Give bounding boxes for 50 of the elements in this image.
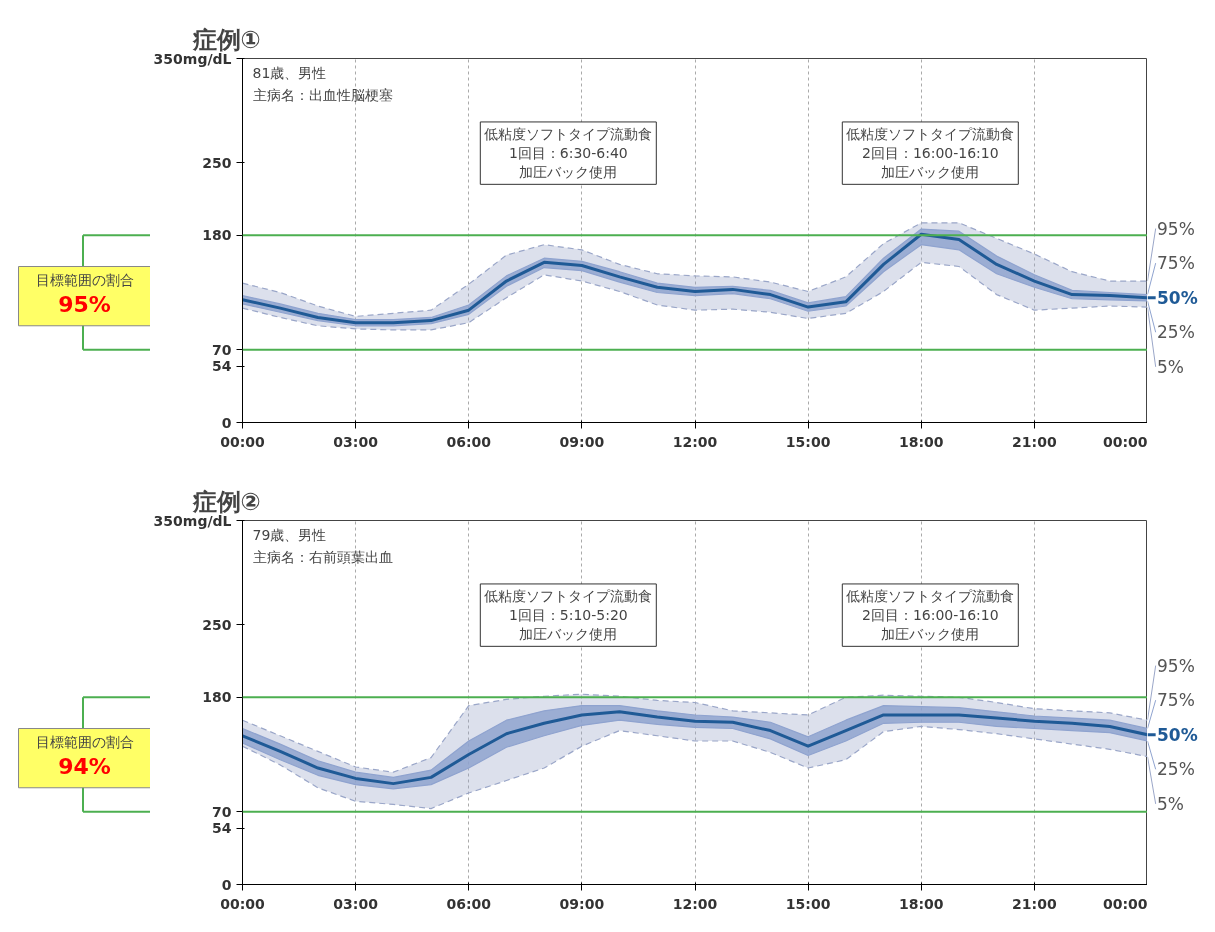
annotation: 低粘度ソフトタイプ流動食 2回目：16:00-16:10 加圧バック使用	[846, 125, 1015, 181]
x-tick-label: 21:00	[1012, 433, 1057, 450]
x-tick-label: 21:00	[1012, 895, 1057, 912]
x-tick-label: 12:00	[672, 433, 718, 450]
x-tick-label: 18:00	[898, 895, 944, 912]
y-tick-label: 180	[202, 689, 232, 706]
text: 5%	[1157, 356, 1184, 377]
x-tick-label: 06:00	[446, 433, 492, 450]
x-tick-label: 12:00	[672, 895, 718, 912]
x-tick-label: 15:00	[785, 895, 831, 912]
y-tick-label: 54	[212, 358, 232, 375]
text: 95%	[58, 292, 111, 318]
annotation: 81歳、男性	[252, 64, 327, 81]
series-label: 75%	[1157, 253, 1195, 274]
y-tick-label: 70	[212, 803, 232, 820]
series-label: 25%	[1157, 322, 1195, 343]
x-tick-label: 03:00	[333, 895, 379, 912]
legend-label: 50%	[1157, 724, 1198, 745]
x-tick-label: 15:00	[785, 433, 831, 450]
x-tick-label: 03:00	[333, 433, 379, 450]
x-tick-label: 00:00	[220, 895, 266, 912]
annotation: 低粘度ソフトタイプ流動食 2回目：16:00-16:10 加圧バック使用	[846, 587, 1015, 643]
x-tick-label: 00:00	[1102, 895, 1148, 912]
legend-label: 50%	[1157, 287, 1198, 308]
x-tick-label: 00:00	[1102, 433, 1148, 450]
text: 95%	[1157, 655, 1195, 676]
y-tick-label: 70	[212, 341, 232, 358]
text: 5%	[1157, 793, 1184, 814]
annotation: 79歳、男性	[252, 526, 327, 543]
y-tick-label: 0	[221, 876, 232, 893]
series-label: 25%	[1157, 759, 1195, 780]
y-tick-label: 54	[212, 820, 232, 837]
text: 94%	[58, 754, 111, 780]
annotation: 主病名：右前頭葉出血	[252, 548, 393, 565]
annotation: 主病名：出血性脳梗塞	[252, 86, 393, 103]
y-tick-label: 250	[202, 154, 232, 171]
text: 目標範囲の割合	[35, 734, 134, 751]
text: 95%	[1157, 218, 1195, 239]
x-tick-label: 18:00	[898, 433, 944, 450]
x-tick-label: 09:00	[559, 433, 605, 450]
annotation: 低粘度ソフトタイプ流動食 1回目：5:10-5:20 加圧バック使用	[484, 587, 653, 643]
y-tick-label: 250	[202, 616, 232, 633]
y-tick-label: 180	[202, 227, 232, 244]
y-tick-label: 0	[221, 414, 232, 431]
annotation: 低粘度ソフトタイプ流動食 1回目：6:30-6:40 加圧バック使用	[484, 125, 653, 181]
text: 目標範囲の割合	[35, 272, 134, 289]
series-label: 75%	[1157, 690, 1195, 711]
x-tick-label: 09:00	[559, 895, 605, 912]
x-tick-label: 06:00	[446, 895, 492, 912]
x-tick-label: 00:00	[220, 433, 266, 450]
